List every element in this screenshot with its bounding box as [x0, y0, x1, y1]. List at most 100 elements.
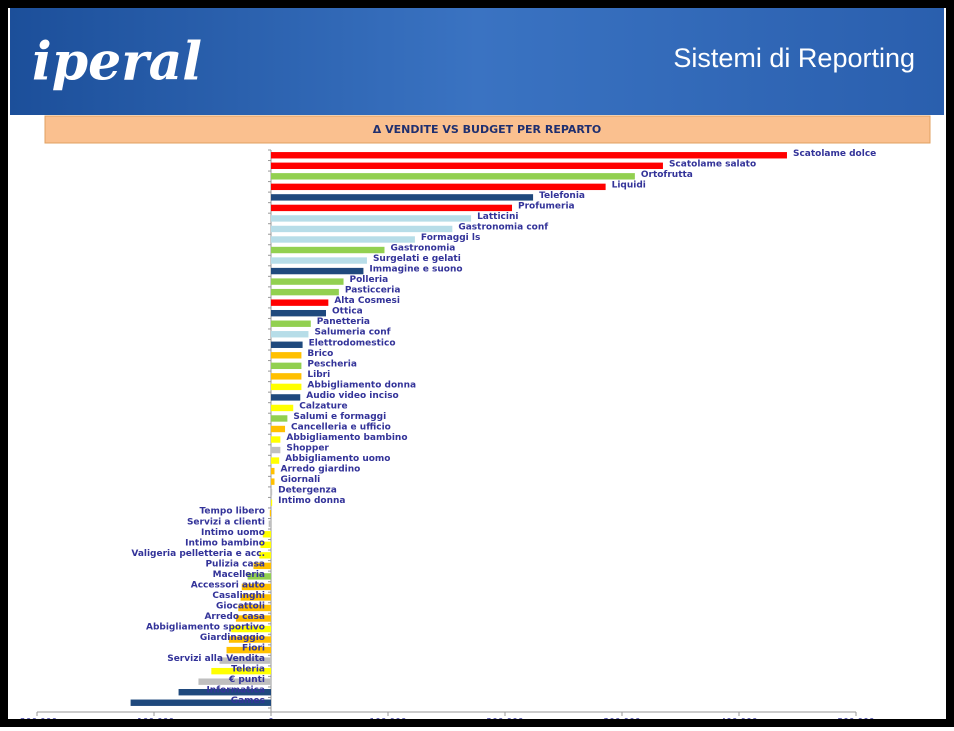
bar [271, 299, 329, 306]
bar [247, 573, 271, 580]
bar [271, 478, 275, 485]
category-label: Salumeria conf [314, 328, 390, 338]
bar [271, 394, 301, 401]
category-label: Abbigliamento donna [307, 380, 416, 390]
bar [271, 194, 534, 201]
bar [241, 583, 271, 591]
category-label: Abbigliamento uomo [285, 454, 390, 464]
category-label: Valigeria pelletteria e acc. [131, 549, 265, 559]
bar [219, 657, 271, 664]
bar [271, 415, 288, 422]
category-label: Games [231, 696, 265, 706]
category-label: Libri [307, 370, 330, 380]
category-label: Abbigliamento sportivo [146, 623, 265, 633]
category-label: Servizi a clienti [187, 517, 265, 527]
bar [271, 436, 281, 443]
category-label: Macelleria [213, 570, 265, 580]
category-label: Liquidi [612, 180, 646, 190]
bar [271, 278, 344, 285]
bar [271, 267, 364, 275]
bar [260, 541, 271, 549]
category-label: Gastronomia conf [458, 222, 548, 232]
bar [271, 341, 303, 348]
bar [271, 309, 326, 317]
bar [271, 162, 663, 169]
header-title: Sistemi di Reporting [673, 43, 915, 73]
category-label: Audio video inciso [306, 391, 398, 401]
category-label: Giardinaggio [200, 633, 265, 643]
category-label: Fiori [242, 644, 265, 654]
category-label: Surgelati e gelati [373, 254, 461, 264]
bar [271, 373, 302, 380]
category-label: Ortofrutta [641, 170, 693, 180]
bar [231, 625, 271, 633]
header-band [10, 8, 944, 115]
category-label: Tempo libero [199, 507, 265, 517]
category-label: Polleria [350, 275, 389, 285]
bar [271, 257, 367, 264]
category-label: Panetteria [317, 317, 370, 327]
bar [235, 615, 271, 622]
category-label: Intimo uomo [201, 528, 265, 538]
category-label: Casalinghi [212, 591, 265, 601]
bar [269, 510, 271, 517]
bar [226, 646, 271, 654]
category-label: Intimo donna [278, 496, 345, 506]
title-box [44, 115, 931, 144]
category-label: Elettrodomestico [309, 338, 396, 348]
category-label: Pescheria [307, 359, 357, 369]
category-label: Calzature [299, 401, 347, 411]
category-label: Scatolame salato [669, 159, 756, 169]
bar [271, 467, 275, 475]
bar [238, 604, 271, 612]
category-label: Shopper [286, 444, 329, 454]
bar [271, 404, 294, 412]
logo: iperal [32, 32, 202, 93]
bar [271, 288, 339, 296]
category-label: Cancelleria e ufficio [291, 423, 391, 433]
bar [228, 636, 271, 643]
category-label: Profumeria [518, 201, 575, 211]
category-label: Telefonia [539, 191, 585, 201]
category-label: Arredo giardino [281, 465, 361, 475]
category-label: Salumi e formaggi [293, 412, 386, 422]
category-label: Intimo bambino [185, 538, 265, 548]
category-label: Giornali [281, 475, 321, 485]
bar [271, 225, 453, 233]
bar [268, 520, 271, 527]
category-label: Ottica [332, 307, 363, 317]
category-label: Scatolame dolce [793, 149, 876, 159]
category-label: Informatica [206, 686, 265, 696]
bar [271, 488, 273, 496]
bar [271, 425, 286, 433]
bar [271, 183, 606, 191]
category-label: Abbigliamento bambino [286, 433, 407, 443]
category-label: Alta Cosmesi [334, 296, 400, 306]
category-label: € punti [228, 675, 265, 685]
bar [271, 215, 472, 222]
bar [211, 667, 271, 675]
category-label: Pulizia casa [205, 559, 265, 569]
category-label: Pasticceria [345, 286, 401, 296]
category-label: Gastronomia [390, 244, 455, 254]
category-label: Arredo casa [204, 612, 265, 622]
category-label: Teleria [231, 665, 265, 675]
bar [253, 562, 271, 570]
category-label: Brico [307, 349, 333, 359]
bar [271, 446, 281, 454]
bar [271, 204, 513, 212]
category-label: Giocattoli [216, 601, 265, 611]
category-label: Accessori auto [191, 580, 265, 590]
bar [178, 689, 271, 696]
bar [198, 678, 271, 685]
chart-title: Δ VENDITE VS BUDGET PER REPARTO [373, 123, 602, 136]
bar [271, 352, 302, 359]
bar [262, 531, 271, 538]
bar [271, 246, 385, 254]
bar [259, 552, 271, 559]
bar [271, 362, 302, 370]
category-label: Latticini [477, 212, 518, 222]
bar [130, 699, 271, 706]
category-label: Servizi alla Vendita [167, 654, 265, 664]
category-label: Formaggi ls [421, 233, 480, 243]
